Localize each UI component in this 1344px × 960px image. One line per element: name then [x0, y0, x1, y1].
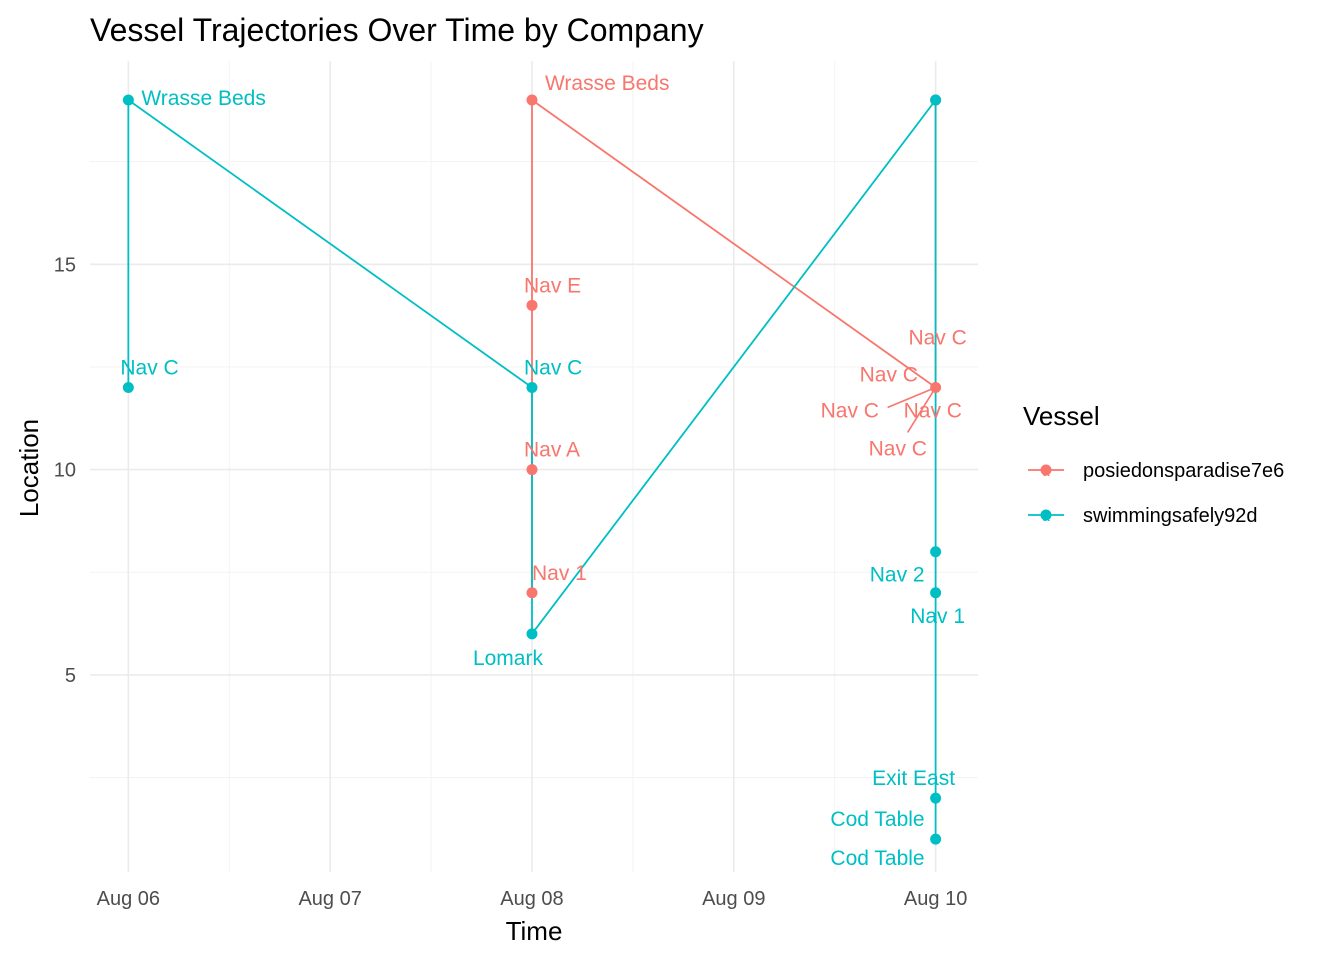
point-labels: Nav 1 Nav A Nav E Wrasse Beds Nav C Nav C Wras… [120, 72, 966, 870]
legend-title: Vessel [1023, 401, 1100, 431]
legend-key-point [1040, 509, 1052, 521]
point-label: Wrasse Beds [545, 72, 670, 95]
point-label: Nav C [869, 437, 927, 460]
data-point [930, 587, 942, 599]
x-axis-title: Time [506, 916, 563, 946]
x-tick-label: Aug 06 [97, 888, 160, 910]
point-label: Nav E [524, 274, 581, 297]
data-point [526, 464, 538, 476]
x-tick-label: Aug 08 [500, 888, 563, 910]
y-tick-label: 5 [65, 665, 76, 687]
point-label: Nav C [120, 356, 178, 379]
data-point [930, 94, 942, 106]
axis-ticks: Aug 06 Aug 07 Aug 08 Aug 09 Aug 10 5 10 15 [54, 254, 968, 910]
label-leader-lines [887, 386, 937, 433]
y-axis-title: Location [14, 419, 44, 517]
point-label: Lomark [473, 647, 544, 670]
data-point [122, 94, 134, 106]
data-point [526, 381, 538, 393]
data-point [526, 299, 538, 311]
point-label: Exit East [872, 767, 955, 790]
data-point [526, 628, 538, 640]
data-point [526, 587, 538, 599]
data-point [930, 792, 942, 804]
legend-label: posiedonsparadise7e6 [1083, 460, 1284, 482]
y-tick-label: 10 [54, 460, 76, 482]
point-label: Nav A [524, 439, 580, 462]
point-label: Nav 1 [910, 605, 965, 628]
legend-label: swimmingsafely92d [1083, 505, 1258, 527]
point-label: Nav C [860, 363, 918, 386]
chart-title: Vessel Trajectories Over Time by Company [90, 12, 704, 48]
data-point [930, 833, 942, 845]
point-label: Nav C [524, 356, 582, 379]
point-label: Cod Table [830, 808, 924, 831]
legend: Vessel a posiedonsparadise7e6 a swimmingsaf… [1023, 401, 1284, 527]
data-point [526, 94, 538, 106]
label-leader-line [887, 386, 936, 409]
data-point [930, 381, 942, 393]
x-tick-label: Aug 07 [298, 888, 361, 910]
y-tick-label: 15 [54, 254, 76, 276]
point-label: Nav C [908, 326, 966, 349]
data-point [122, 381, 134, 393]
point-label: Nav 1 [532, 562, 587, 585]
x-tick-label: Aug 10 [904, 888, 967, 910]
data-point [930, 546, 942, 558]
point-label: Cod Table [830, 847, 924, 870]
point-label: Wrasse Beds [141, 87, 266, 110]
legend-key-glyph: a [1042, 509, 1050, 524]
legend-key-point [1040, 464, 1052, 476]
label-leader-line [906, 387, 937, 433]
point-label: Nav C [821, 399, 879, 422]
series-points [122, 94, 942, 845]
x-tick-label: Aug 09 [702, 888, 765, 910]
point-label: Nav 2 [870, 564, 925, 587]
point-label: Nav C [904, 399, 962, 422]
legend-key-glyph: a [1042, 464, 1050, 479]
